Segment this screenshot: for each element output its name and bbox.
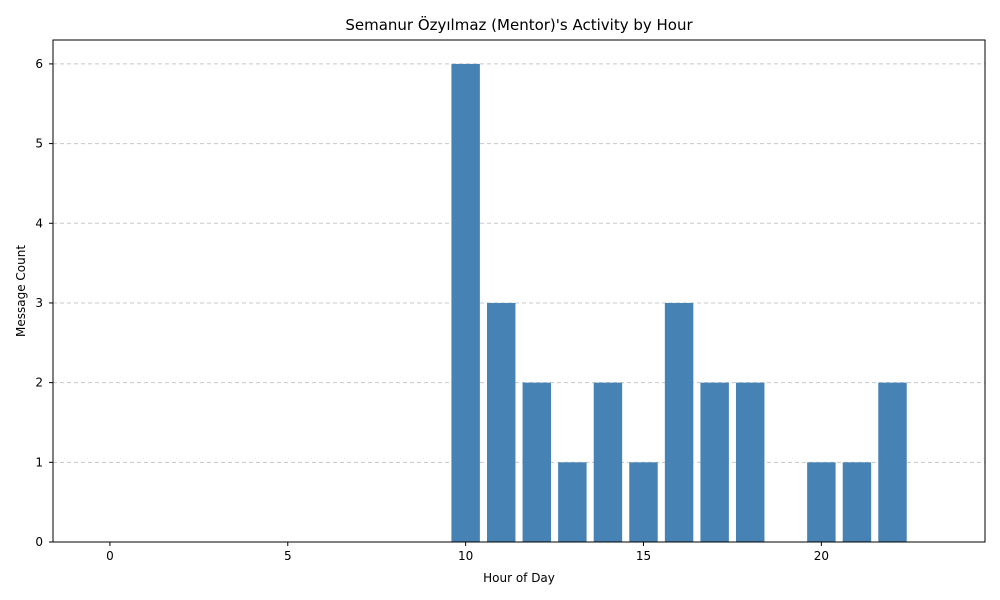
x-tick-label-10: 10 [458,549,473,563]
bars [451,63,907,543]
x-axis-ticks: 0 5 10 15 20 [106,542,829,563]
bar-hour-11 [486,302,516,542]
bar-hour-20 [807,462,836,542]
bar-hour-22 [878,382,907,542]
x-tick-label-0: 0 [106,549,114,563]
y-tick-label-3: 3 [35,296,43,310]
bar-hour-16 [664,302,694,542]
bar-hour-15 [629,462,658,542]
x-tick-label-5: 5 [284,549,292,563]
bar-hour-12 [522,382,552,542]
bar-hour-13 [558,462,587,542]
bar-hour-21 [842,462,872,542]
y-tick-label-0: 0 [35,535,43,549]
y-axis-label: Message Count [14,245,28,337]
y-tick-label-2: 2 [35,376,43,390]
bar-hour-10 [451,63,480,543]
y-tick-label-6: 6 [35,57,43,71]
y-tick-label-1: 1 [35,455,43,469]
grid [53,63,985,463]
chart-title: Semanur Özyılmaz (Mentor)'s Activity by … [345,15,693,34]
bar-hour-14 [593,382,623,542]
x-axis-label: Hour of Day [483,571,555,585]
plot-frame [52,39,986,543]
bar-hour-17 [700,382,729,542]
x-tick-label-15: 15 [636,549,651,563]
x-tick-label-20: 20 [814,549,829,563]
y-tick-label-5: 5 [35,137,43,151]
bar-hour-18 [735,382,765,542]
y-axis-ticks: 0 1 2 3 4 5 6 [35,57,53,549]
y-tick-label-4: 4 [35,216,43,230]
